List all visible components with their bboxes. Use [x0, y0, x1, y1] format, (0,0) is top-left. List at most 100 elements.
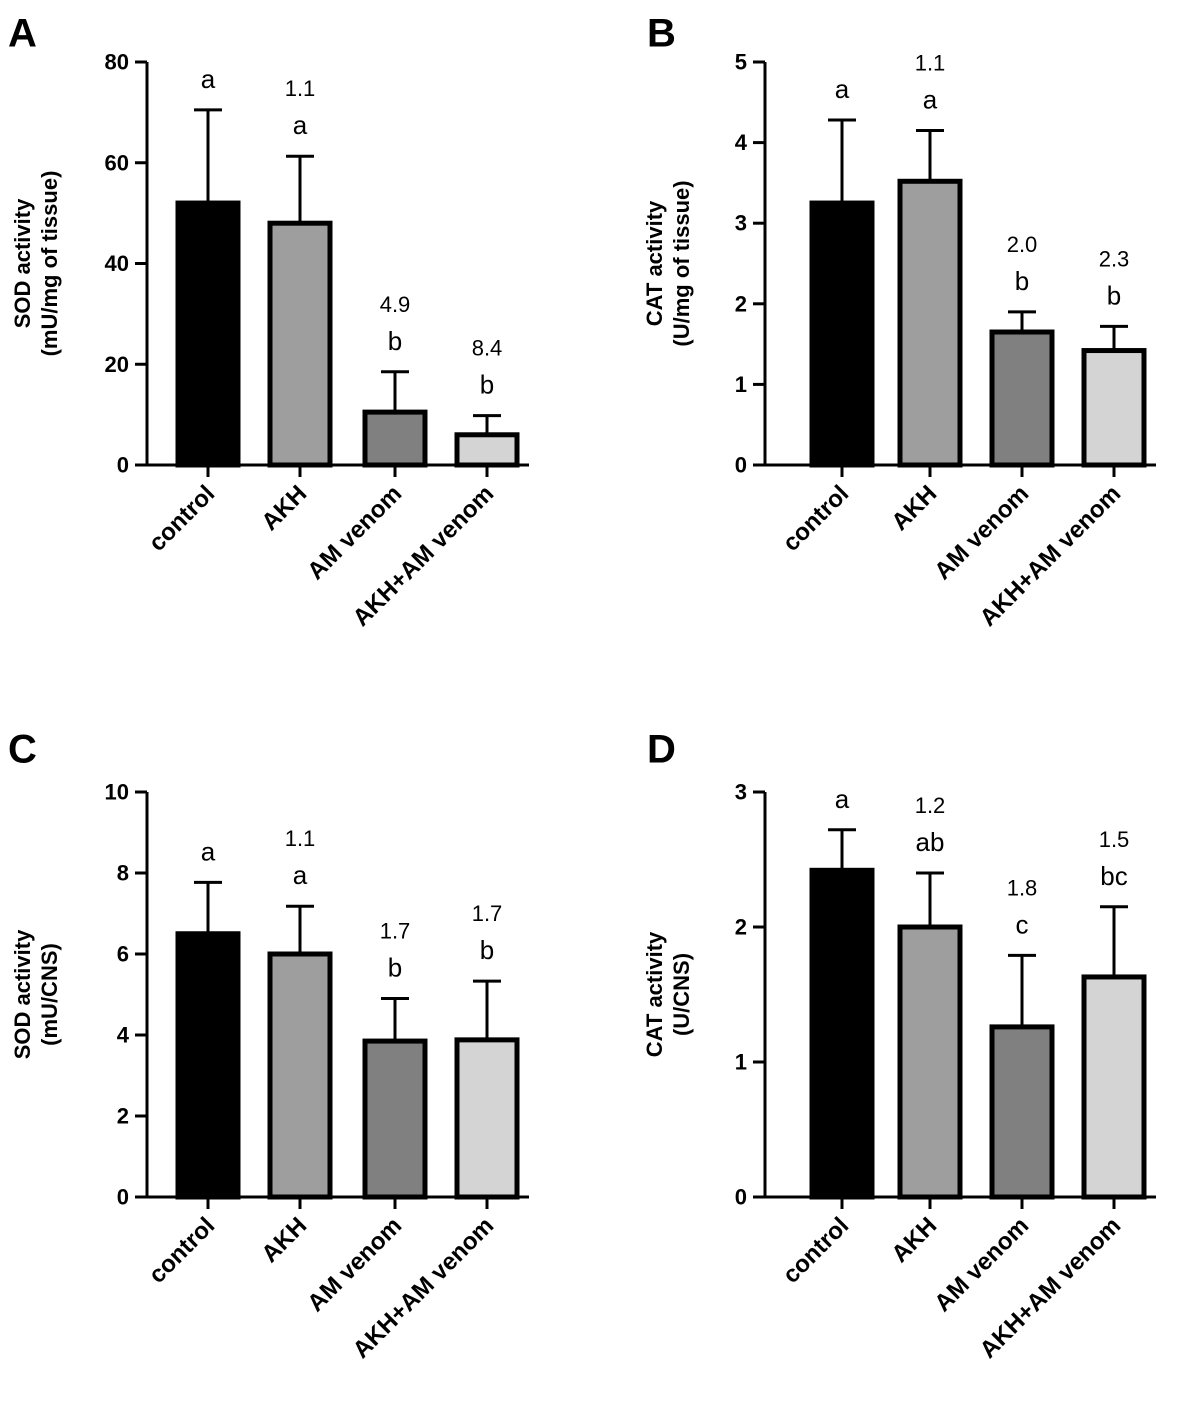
- panel-a: A SOD activity(mU/mg of tissue) a control a 1…: [8, 12, 529, 632]
- bar-group: a 1.1: [267, 826, 333, 1200]
- significance-letter: c: [1016, 909, 1029, 939]
- significance-letter: ab: [916, 827, 945, 857]
- bar: [1081, 974, 1147, 1200]
- y-tick-label: 6: [117, 942, 129, 967]
- x-tick-label: control: [144, 1212, 221, 1289]
- significance-letter: bc: [1100, 861, 1127, 891]
- y-tick-label: 0: [117, 1185, 129, 1210]
- significance-letter: a: [293, 110, 308, 140]
- fold-change-label: 1.7: [472, 901, 503, 926]
- bar-group: b 4.9: [362, 292, 428, 468]
- bar: [175, 200, 241, 468]
- panel-b: B CAT activity(U/mg of tissue) a control a 1.…: [642, 12, 1156, 632]
- bar-group: b 2.0: [989, 232, 1055, 468]
- significance-letter: b: [1107, 280, 1121, 310]
- significance-letter: a: [923, 85, 938, 115]
- bar: [989, 1024, 1055, 1200]
- y-tick-label: 0: [735, 1185, 747, 1210]
- panel-letter: C: [8, 728, 37, 772]
- significance-letter: b: [388, 953, 402, 983]
- y-axis-label-line: SOD activity: [10, 198, 35, 328]
- significance-letter: b: [480, 370, 494, 400]
- bar: [267, 220, 333, 468]
- fold-change-label: 4.9: [380, 292, 411, 317]
- y-tick-label: 8: [117, 861, 129, 886]
- significance-letter: a: [835, 74, 850, 104]
- panel-c: C SOD activity(mU/CNS) a control a 1.1 AKH b 1.7…: [8, 728, 529, 1364]
- bar: [897, 924, 963, 1200]
- y-tick-label: 2: [735, 915, 747, 940]
- x-tick-label: AKH: [886, 480, 942, 536]
- bar-group: a: [809, 74, 875, 468]
- bar: [1081, 348, 1147, 468]
- y-axis-label: SOD activity(mU/CNS): [10, 929, 62, 1059]
- y-axis-label-line: (mU/CNS): [37, 943, 62, 1046]
- significance-letter: b: [388, 326, 402, 356]
- y-tick-label: 20: [105, 352, 129, 377]
- y-tick-label: 2: [735, 291, 747, 316]
- y-axis-label-line: (mU/mg of tissue): [37, 171, 62, 357]
- fold-change-label: 1.7: [380, 919, 411, 944]
- bar: [267, 951, 333, 1200]
- y-axis-label-line: CAT activity: [642, 200, 667, 326]
- y-axis-label-line: (U/CNS): [669, 953, 694, 1036]
- y-tick-label: 1: [735, 1050, 747, 1075]
- y-tick-label: 4: [735, 130, 748, 155]
- bar-group: a: [175, 836, 241, 1200]
- panel-letter: D: [647, 728, 676, 772]
- fold-change-label: 1.1: [915, 51, 946, 76]
- y-axis-label: SOD activity(mU/mg of tissue): [10, 171, 62, 357]
- bar: [897, 178, 963, 468]
- significance-letter: a: [835, 784, 850, 814]
- bar: [454, 1037, 520, 1200]
- bar-group: b 1.7: [454, 901, 520, 1200]
- fold-change-label: 1.1: [285, 826, 316, 851]
- bar-group: a: [175, 64, 241, 468]
- y-tick-label: 60: [105, 150, 129, 175]
- x-tick-label: AKH: [256, 480, 312, 536]
- y-tick-label: 4: [117, 1023, 130, 1048]
- bar-group: b 2.3: [1081, 246, 1147, 468]
- fold-change-label: 2.3: [1099, 246, 1130, 271]
- bar: [175, 931, 241, 1200]
- significance-letter: a: [201, 836, 216, 866]
- bar: [454, 432, 520, 468]
- significance-letter: b: [480, 935, 494, 965]
- x-tick-label: control: [778, 480, 855, 557]
- panel-letter: B: [647, 12, 676, 56]
- fold-change-label: 8.4: [472, 336, 503, 361]
- x-tick-label: control: [778, 1212, 855, 1289]
- bar: [362, 1038, 428, 1200]
- bar-group: a 1.1: [267, 76, 333, 468]
- significance-letter: b: [1015, 266, 1029, 296]
- y-tick-label: 40: [105, 251, 129, 276]
- y-tick-label: 10: [105, 780, 129, 805]
- y-axis-label-line: CAT activity: [642, 931, 667, 1057]
- panel-d: D CAT activity(U/CNS) a control ab 1.2 AKH c 1.8…: [642, 728, 1156, 1364]
- fold-change-label: 1.5: [1099, 827, 1130, 852]
- bar: [809, 867, 875, 1200]
- bar-group: a 1.1: [897, 51, 963, 468]
- bar: [362, 409, 428, 468]
- y-axis-label: CAT activity(U/CNS): [642, 931, 694, 1057]
- bar: [989, 329, 1055, 468]
- y-axis-label-line: SOD activity: [10, 929, 35, 1059]
- x-tick-label: control: [144, 480, 221, 557]
- y-tick-label: 0: [735, 453, 747, 478]
- fold-change-label: 1.1: [285, 76, 316, 101]
- y-tick-label: 3: [735, 211, 747, 236]
- x-tick-label: AKH: [256, 1212, 312, 1268]
- y-axis-label-line: (U/mg of tissue): [669, 180, 694, 346]
- significance-letter: a: [293, 860, 308, 890]
- y-tick-label: 1: [735, 372, 747, 397]
- bar-group: bc 1.5: [1081, 827, 1147, 1200]
- bar-group: b 1.7: [362, 919, 428, 1200]
- fold-change-label: 1.8: [1007, 875, 1038, 900]
- x-tick-label: AKH: [886, 1212, 942, 1268]
- y-tick-label: 2: [117, 1104, 129, 1129]
- panel-letter: A: [8, 12, 37, 56]
- bar-group: ab 1.2: [897, 793, 963, 1200]
- bar-group: c 1.8: [989, 875, 1055, 1200]
- fold-change-label: 1.2: [915, 793, 946, 818]
